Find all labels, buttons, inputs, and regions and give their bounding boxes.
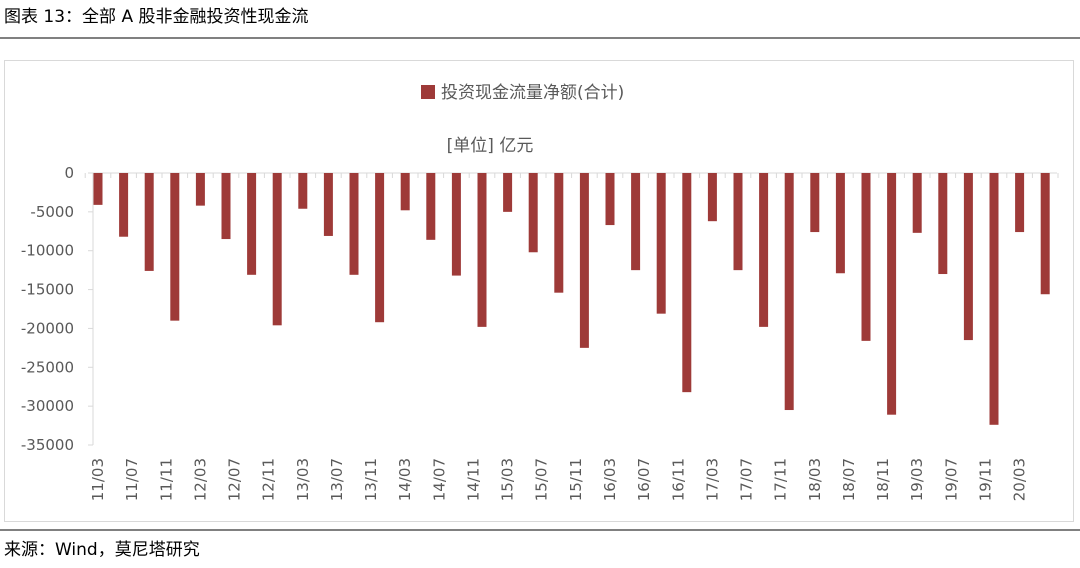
- bar: [477, 173, 487, 327]
- x-tick-label: 13/07: [328, 458, 346, 501]
- bar: [528, 173, 538, 253]
- x-tick-label: 17/03: [703, 458, 721, 501]
- bar: [451, 173, 461, 276]
- x-tick-label: 13/11: [362, 458, 380, 501]
- bar: [272, 173, 282, 326]
- bar: [221, 173, 231, 240]
- x-tick-label: 14/11: [464, 458, 482, 501]
- bar: [810, 173, 820, 233]
- bar: [887, 173, 897, 415]
- bar: [554, 173, 564, 293]
- x-tick-label: 15/03: [499, 458, 517, 501]
- x-tick-label: 14/07: [430, 458, 448, 501]
- bar: [195, 173, 205, 206]
- bar: [247, 173, 257, 275]
- bar: [298, 173, 308, 209]
- x-tick-label: 17/11: [772, 458, 790, 501]
- y-tick-label: -20000: [21, 319, 74, 337]
- bar: [963, 173, 973, 341]
- x-tick-label: 12/03: [191, 458, 209, 501]
- bar: [605, 173, 615, 226]
- x-tick-label: 16/03: [601, 458, 619, 501]
- bar: [170, 173, 180, 321]
- x-tick-label: 20/03: [1011, 458, 1029, 501]
- bar: [323, 173, 333, 236]
- bar: [579, 173, 589, 348]
- x-tick-label: 18/03: [806, 458, 824, 501]
- y-tick-label: -5000: [30, 203, 74, 221]
- y-tick-label: -25000: [21, 358, 74, 376]
- footer-source: 来源：Wind，莫尼塔研究: [4, 540, 200, 560]
- bar: [144, 173, 154, 271]
- bar: [682, 173, 692, 393]
- bar: [989, 173, 999, 425]
- bar: [912, 173, 922, 233]
- bar: [631, 173, 641, 271]
- x-tick-label: 19/11: [976, 458, 994, 501]
- bar: [375, 173, 385, 323]
- bar: [784, 173, 794, 411]
- x-tick-label: 16/11: [669, 458, 687, 501]
- y-tick-label: -30000: [21, 397, 74, 415]
- bar: [759, 173, 769, 327]
- bar: [93, 173, 103, 205]
- legend-label: 投资现金流量净额(合计): [441, 83, 624, 103]
- header-title: 图表 13：全部 A 股非金融投资性现金流: [4, 7, 308, 27]
- x-tick-label: 19/07: [942, 458, 960, 501]
- x-tick-label: 16/07: [635, 458, 653, 501]
- y-tick-label: -10000: [21, 242, 74, 260]
- bar: [349, 173, 359, 275]
- x-tick-label: 17/07: [738, 458, 756, 501]
- bar: [861, 173, 871, 341]
- bar: [656, 173, 666, 314]
- x-tick-label: 19/03: [908, 458, 926, 501]
- bar: [1015, 173, 1025, 233]
- bar: [707, 173, 717, 222]
- bar: [426, 173, 436, 240]
- bar: [733, 173, 743, 271]
- bar: [938, 173, 948, 275]
- legend-swatch: [421, 85, 435, 99]
- y-tick-label: -35000: [21, 436, 74, 454]
- bar: [1040, 173, 1050, 295]
- x-tick-label: 13/03: [294, 458, 312, 501]
- x-tick-label: 11/03: [89, 458, 107, 501]
- x-tick-label: 12/11: [260, 458, 278, 501]
- bar: [119, 173, 129, 237]
- x-tick-label: 12/07: [226, 458, 244, 501]
- bar: [835, 173, 845, 274]
- x-tick-label: 11/11: [157, 458, 175, 501]
- y-tick-label: -15000: [21, 281, 74, 299]
- x-tick-label: 11/07: [123, 458, 141, 501]
- y-tick-label: 0: [64, 164, 74, 182]
- x-tick-label: 14/03: [396, 458, 414, 501]
- chart-frame: [4, 60, 1074, 522]
- bar: [503, 173, 513, 212]
- x-tick-label: 15/11: [567, 458, 585, 501]
- x-tick-label: 18/07: [840, 458, 858, 501]
- bar: [400, 173, 410, 211]
- chart-subtitle: [单位] 亿元: [447, 136, 534, 156]
- x-tick-label: 18/11: [874, 458, 892, 501]
- x-tick-label: 15/07: [533, 458, 551, 501]
